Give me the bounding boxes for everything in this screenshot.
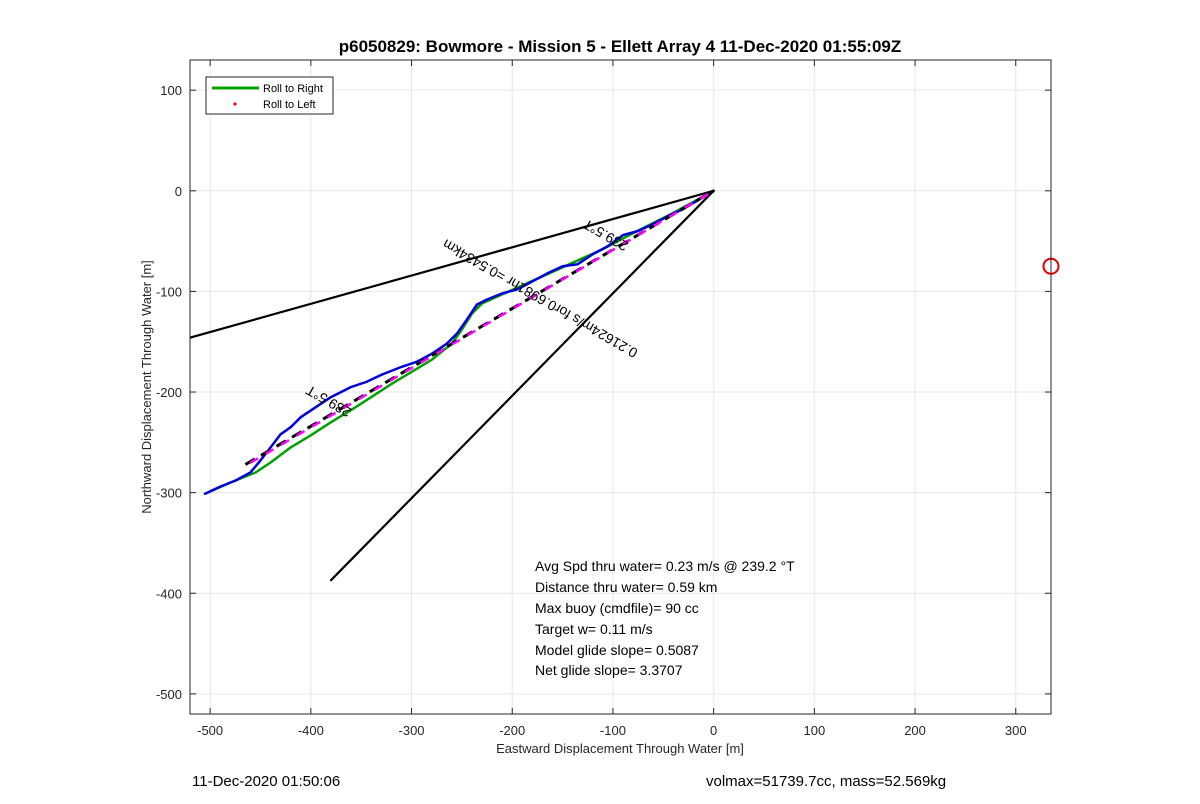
- y-tick-label: -300: [156, 486, 182, 501]
- x-tick-label: 100: [803, 723, 825, 738]
- series-line-4: [244, 189, 715, 466]
- y-tick-label: 0: [175, 184, 182, 199]
- x-tick-label: 200: [904, 723, 926, 738]
- y-tick-label: -100: [156, 284, 182, 299]
- plot-area: [190, 60, 1051, 714]
- x-tick-label: -500: [197, 723, 223, 738]
- x-tick-label: -100: [600, 723, 626, 738]
- stat-distance: Distance thru water= 0.59 km: [535, 579, 717, 595]
- footer-vol-mass: volmax=51739.7cc, mass=52.569kg: [706, 773, 947, 790]
- y-tick-label: -500: [156, 687, 182, 702]
- series-line-1: [203, 189, 715, 495]
- stat-net-glide-slope: Net glide slope= 3.3707: [535, 662, 683, 678]
- legend-label-roll-left: Roll to Left: [263, 99, 316, 111]
- y-axis-label: Northward Displacement Through Water [m]: [139, 260, 154, 514]
- axes-frame: [189, 59, 1052, 715]
- x-axis-label: Eastward Displacement Through Water [m]: [496, 741, 744, 756]
- axis-ticks: -500 -400 -300 -200 -100 0 100 200 300 -500 -400 -3…: [156, 60, 1051, 738]
- y-tick-label: -400: [156, 586, 182, 601]
- x-tick-label: -200: [499, 723, 525, 738]
- x-tick-label: 0: [710, 723, 717, 738]
- series-line-3: [329, 189, 715, 582]
- x-tick-label: -400: [298, 723, 324, 738]
- stat-model-glide-slope: Model glide slope= 0.5087: [535, 642, 699, 658]
- series-line-2: [190, 189, 715, 339]
- stats-text-block: Avg Spd thru water= 0.23 m/s @ 239.2 °T …: [535, 558, 795, 678]
- series-layer: [190, 189, 715, 582]
- grid-lines: [190, 60, 1051, 714]
- x-tick-label: 300: [1005, 723, 1027, 738]
- stat-avg-speed: Avg Spd thru water= 0.23 m/s @ 239.2 °T: [535, 558, 795, 574]
- legend: Roll to Right Roll to Left: [205, 76, 334, 115]
- stat-max-buoy: Max buoy (cmdfile)= 90 cc: [535, 600, 699, 616]
- y-tick-label: -200: [156, 385, 182, 400]
- x-tick-label: -300: [399, 723, 425, 738]
- legend-box: [205, 76, 334, 115]
- y-tick-label: 100: [160, 83, 182, 98]
- footer-timestamp: 11-Dec-2020 01:50:06: [192, 773, 341, 790]
- legend-label-roll-right: Roll to Right: [263, 83, 323, 95]
- legend-swatch-roll-left: [233, 102, 237, 106]
- stat-target-w: Target w= 0.11 m/s: [535, 621, 653, 637]
- chart-title: p6050829: Bowmore - Mission 5 - Ellett A…: [339, 37, 902, 56]
